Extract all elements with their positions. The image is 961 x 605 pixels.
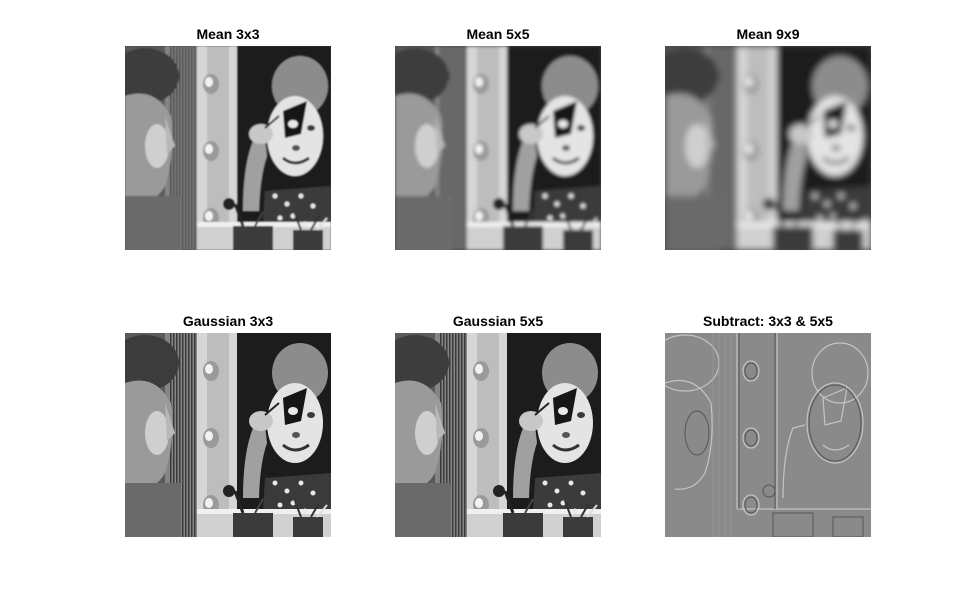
edge-map-icon bbox=[665, 333, 871, 537]
panel-title-subtract: Subtract: 3x3 & 5x5 bbox=[703, 313, 833, 329]
image-gaussian-5x5 bbox=[395, 333, 601, 537]
panel-title-mean-3x3: Mean 3x3 bbox=[196, 26, 260, 42]
panel-title-gaussian-3x3: Gaussian 3x3 bbox=[182, 313, 274, 329]
clown-photo-icon bbox=[125, 46, 331, 250]
clown-photo-icon bbox=[665, 46, 871, 250]
image-mean-9x9 bbox=[665, 46, 871, 250]
clown-photo-icon bbox=[395, 333, 601, 537]
clown-photo-icon bbox=[395, 46, 601, 250]
panel-title-mean-5x5: Mean 5x5 bbox=[466, 26, 530, 42]
image-mean-3x3 bbox=[125, 46, 331, 250]
clown-photo-icon bbox=[125, 333, 331, 537]
image-mean-5x5 bbox=[395, 46, 601, 250]
panel-title-mean-9x9: Mean 9x9 bbox=[736, 26, 800, 42]
panel-title-gaussian-5x5: Gaussian 5x5 bbox=[452, 313, 544, 329]
image-gaussian-3x3 bbox=[125, 333, 331, 537]
image-subtract bbox=[665, 333, 871, 537]
